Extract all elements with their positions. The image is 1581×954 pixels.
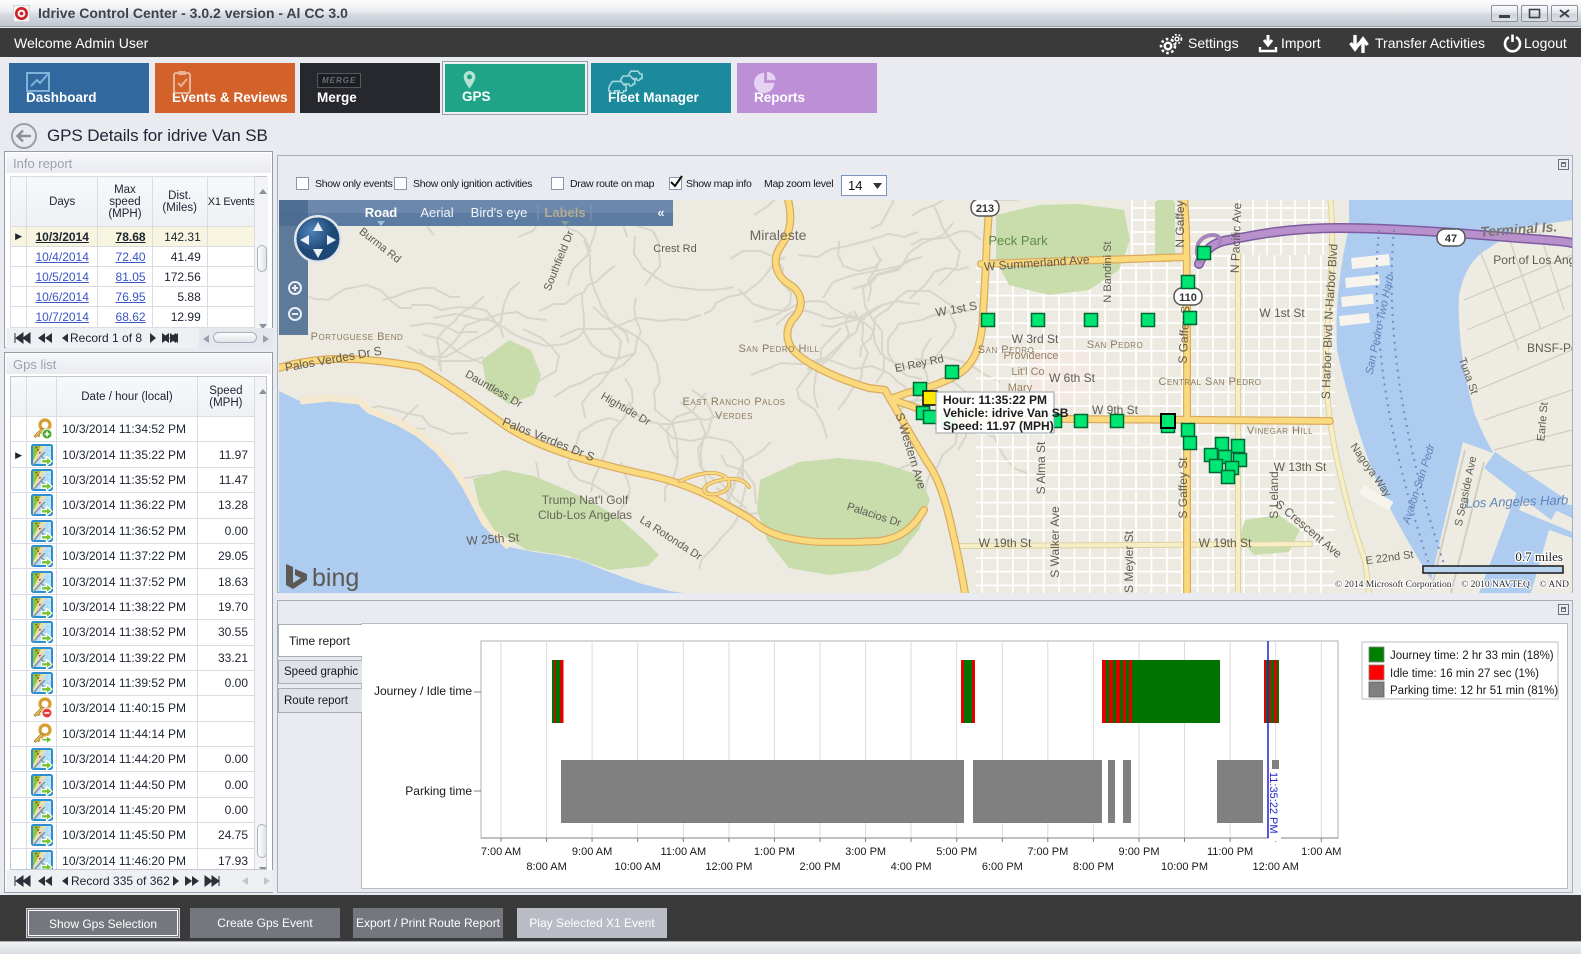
svg-text:12:00 PM: 12:00 PM: [705, 861, 752, 873]
svg-text:W 1st St: W 1st St: [1259, 306, 1305, 320]
svg-text:10:00 AM: 10:00 AM: [614, 861, 660, 873]
svg-text:Parking time: 12 hr 51 min (81: Parking time: 12 hr 51 min (81%): [1390, 685, 1558, 697]
svg-text:110: 110: [1179, 292, 1197, 304]
svg-text:S Harbor Blvd: S Harbor Blvd: [1319, 324, 1336, 399]
svg-text:9:00 PM: 9:00 PM: [1119, 846, 1160, 858]
svg-text:W 13th St: W 13th St: [1274, 460, 1327, 474]
svg-text:S Gaffey St: S Gaffey St: [1176, 457, 1190, 519]
svg-text:Crest Rd: Crest Rd: [653, 243, 696, 255]
svg-text:N Pacific Ave: N Pacific Ave: [1228, 202, 1244, 273]
svg-text:N-Harbor Blvd: N-Harbor Blvd: [1321, 243, 1340, 320]
svg-text:7:00 AM: 7:00 AM: [481, 846, 521, 858]
svg-text:N Gaffey Pl: N Gaffey Pl: [1173, 200, 1187, 248]
svg-text:S Meyler St: S Meyler St: [1122, 530, 1136, 593]
svg-text:San Pedro: San Pedro: [1087, 339, 1143, 351]
svg-text:San Pedro Hill: San Pedro Hill: [738, 343, 819, 355]
svg-text:12:00 AM: 12:00 AM: [1252, 861, 1298, 873]
svg-text:Bird's eye: Bird's eye: [471, 205, 528, 220]
svg-text:9:00 AM: 9:00 AM: [572, 846, 612, 858]
svg-text:W 6th St: W 6th St: [1049, 371, 1096, 385]
svg-text:4:00 PM: 4:00 PM: [891, 861, 932, 873]
svg-text:W 19th St: W 19th St: [979, 536, 1032, 550]
svg-text:BNSF-Port: BNSF-Port: [1527, 341, 1572, 355]
svg-text:2:00 PM: 2:00 PM: [800, 861, 841, 873]
svg-text:© 2014 Microsoft Corporation: © 2014 Microsoft Corporation © 2010 NAVT…: [1335, 579, 1569, 590]
svg-text:Providence: Providence: [1003, 350, 1058, 362]
svg-text:Aerial: Aerial: [420, 205, 453, 220]
svg-text:bing: bing: [312, 564, 359, 592]
svg-text:S Alma St: S Alma St: [1034, 441, 1048, 494]
svg-text:S Walker Ave: S Walker Ave: [1048, 506, 1062, 578]
svg-text:Journey time: 2 hr 33 min (18%: Journey time: 2 hr 33 min (18%): [1390, 650, 1554, 662]
svg-text:Earle St: Earle St: [1535, 402, 1550, 442]
svg-text:Portuguese Bend: Portuguese Bend: [311, 331, 404, 343]
svg-text:3:00 PM: 3:00 PM: [845, 846, 886, 858]
svg-text:Central San Pedro: Central San Pedro: [1158, 376, 1261, 388]
svg-text:Miraleste: Miraleste: [750, 227, 807, 243]
svg-text:11:00 PM: 11:00 PM: [1207, 846, 1253, 858]
svg-text:Los Angeles Harb: Los Angeles Harb: [1465, 492, 1568, 511]
svg-text:213: 213: [976, 203, 994, 215]
svg-text:Lit'l Co: Lit'l Co: [1011, 366, 1044, 378]
svg-text:Mary: Mary: [1008, 382, 1033, 394]
svg-text:«: «: [657, 205, 664, 220]
svg-text:W 9th St: W 9th St: [1092, 403, 1139, 417]
svg-text:Speed: 11.97 (MPH): Speed: 11.97 (MPH): [943, 419, 1054, 433]
svg-text:10:00 PM: 10:00 PM: [1161, 861, 1208, 873]
svg-text:Terminal Is.: Terminal Is.: [1480, 218, 1558, 239]
svg-text:11:00 AM: 11:00 AM: [660, 846, 706, 858]
svg-text:8:00 PM: 8:00 PM: [1073, 861, 1114, 873]
svg-text:5:00 PM: 5:00 PM: [936, 846, 977, 858]
svg-text:Parking time: Parking time: [405, 784, 472, 798]
svg-text:1:00 PM: 1:00 PM: [754, 846, 795, 858]
svg-text:East Rancho Palos: East Rancho Palos: [682, 396, 785, 408]
svg-text:Verdes: Verdes: [715, 410, 753, 422]
svg-text:Club-Los Angelas: Club-Los Angelas: [538, 508, 632, 522]
svg-text:Peck Park: Peck Park: [988, 233, 1048, 248]
svg-text:Hour: 11:35:22 PM: Hour: 11:35:22 PM: [943, 393, 1047, 407]
svg-text:Vinegar Hill: Vinegar Hill: [1247, 425, 1313, 437]
svg-text:8:00 AM: 8:00 AM: [526, 861, 566, 873]
svg-text:Idle time: 16 min 27 sec (1%): Idle time: 16 min 27 sec (1%): [1390, 668, 1539, 680]
svg-text:Labels: Labels: [544, 205, 585, 220]
svg-text:W 3rd St: W 3rd St: [1012, 332, 1059, 346]
svg-text:W 19th St: W 19th St: [1199, 536, 1252, 550]
svg-text:W 25th St: W 25th St: [466, 530, 520, 548]
svg-text:7:00 PM: 7:00 PM: [1027, 846, 1068, 858]
svg-text:N Bandini St: N Bandini St: [1102, 241, 1114, 302]
svg-text:Port of Los Angel: Port of Los Angel: [1493, 253, 1572, 267]
svg-text:Road: Road: [365, 205, 398, 220]
svg-text:0.7 miles: 0.7 miles: [1515, 549, 1563, 564]
svg-text:San Pedro: San Pedro: [978, 344, 1034, 356]
svg-text:11:35:22 PM: 11:35:22 PM: [1267, 772, 1279, 834]
svg-text:S Leland: S Leland: [1267, 471, 1281, 518]
svg-text:Journey / Idle time: Journey / Idle time: [374, 684, 472, 698]
svg-text:47: 47: [1445, 233, 1457, 245]
svg-text:Trump Nat'l Golf: Trump Nat'l Golf: [542, 493, 629, 507]
svg-text:Vehicle: idrive Van SB: Vehicle: idrive Van SB: [943, 406, 1069, 420]
svg-text:1:00 AM: 1:00 AM: [1301, 846, 1341, 858]
svg-text:6:00 PM: 6:00 PM: [982, 861, 1023, 873]
